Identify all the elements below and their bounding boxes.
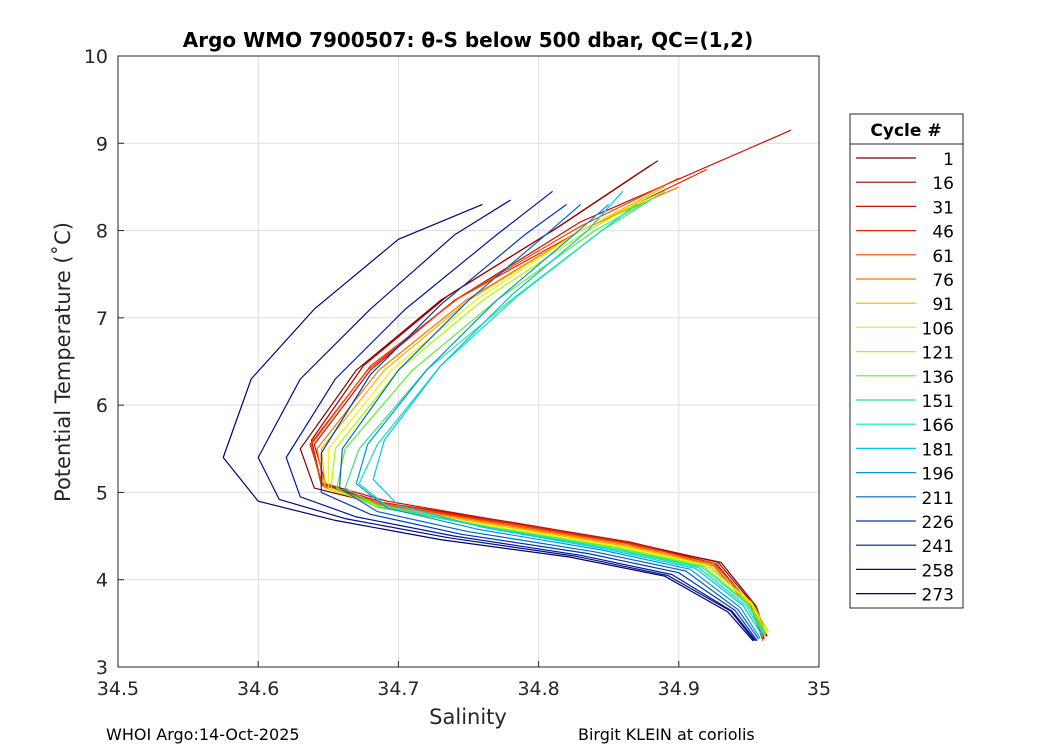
legend-label: 121: [922, 344, 954, 364]
legend-label: 166: [922, 416, 954, 436]
y-tick-label: 4: [96, 570, 108, 592]
series-line-cycle-196: [355, 203, 761, 639]
series-lines: [222, 129, 792, 642]
y-tick-label: 7: [96, 308, 108, 330]
series-line-cycle-241: [285, 190, 757, 642]
x-tick-label: 34.6: [237, 678, 279, 700]
legend-label: 196: [922, 465, 954, 485]
series-line-cycle-258: [257, 199, 755, 642]
x-tick-label: 34.9: [658, 678, 700, 700]
y-tick-label: 3: [96, 657, 108, 679]
legend-box: [849, 113, 964, 609]
y-tick-label: 9: [96, 133, 108, 155]
series-line-cycle-91: [320, 186, 767, 637]
legend-label: 16: [932, 174, 954, 194]
legend-label: 91: [932, 295, 954, 315]
legend-entries: 1 16 31 46 61 76 91 106 121 136 151 166 181 196 211 226…: [856, 150, 954, 606]
series-line-cycle-211: [338, 203, 760, 640]
legend-label: 226: [922, 513, 954, 533]
legend-label: 273: [922, 586, 954, 606]
series-line-cycle-273: [222, 203, 754, 642]
legend-label: 136: [922, 368, 954, 388]
chart-title: Argo WMO 7900507: θ-S below 500 dbar, QC…: [183, 28, 753, 52]
footer-right: Birgit KLEIN at coriolis: [578, 725, 755, 744]
legend-title: Cycle #: [870, 121, 941, 141]
axis-ticks: 34.5 34.6 34.7 34.8 34.9 35 3 4 5 6 7 8 9 10: [84, 46, 831, 700]
legend-label: 1: [943, 150, 954, 170]
y-tick-label: 10: [84, 46, 108, 68]
footer-left: WHOI Argo:14-Oct-2025: [106, 725, 300, 744]
x-tick-label: 34.7: [377, 678, 419, 700]
legend-label: 46: [932, 223, 954, 243]
y-axis-label: Potential Temperature (˚C): [51, 222, 75, 502]
legend-label: 76: [932, 271, 954, 291]
series-line-cycle-106: [327, 195, 768, 635]
legend-label: 211: [922, 489, 954, 509]
series-line-cycle-31: [313, 129, 792, 640]
series-line-cycle-16: [310, 160, 767, 637]
x-axis-label: Salinity: [429, 705, 507, 729]
legend: Cycle # 11631466176911061211361511661811…: [849, 113, 964, 609]
y-tick-label: 8: [96, 221, 108, 243]
legend-label: 31: [932, 198, 954, 218]
y-tick-label: 5: [96, 482, 108, 504]
series-line-cycle-166: [358, 203, 765, 636]
x-tick-label: 35: [807, 678, 831, 700]
series-line-cycle-226: [320, 203, 758, 642]
legend-label: 106: [922, 319, 954, 339]
x-tick-label: 34.5: [97, 678, 139, 700]
series-line-cycle-151: [344, 199, 765, 635]
plot-area-frame: [117, 55, 820, 668]
series-line-cycle-136: [336, 190, 767, 635]
series-line-cycle-76: [316, 186, 767, 637]
series-line-cycle-181: [372, 190, 764, 637]
y-tick-label: 6: [96, 395, 108, 417]
x-tick-label: 34.8: [517, 678, 559, 700]
legend-label: 258: [922, 561, 954, 581]
legend-label: 61: [932, 247, 954, 267]
legend-label: 151: [922, 392, 954, 412]
legend-label: 241: [922, 537, 954, 557]
legend-label: 181: [922, 440, 954, 460]
